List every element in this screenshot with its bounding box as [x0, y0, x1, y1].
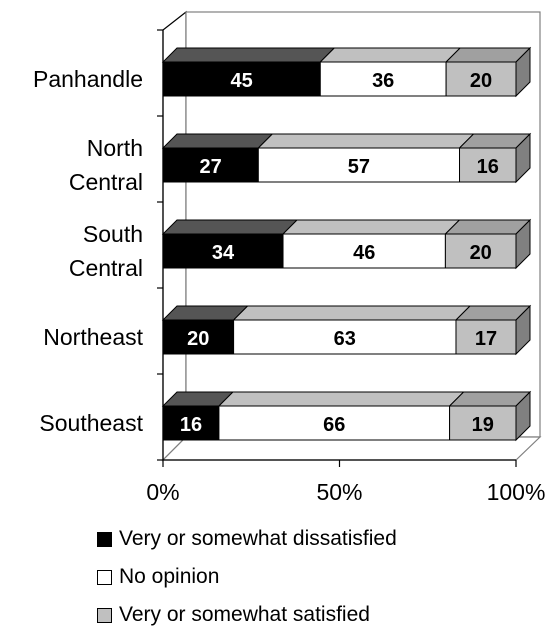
bar-segment [319, 61, 447, 97]
bar-value-label: 20 [187, 328, 209, 350]
bar-side-face [515, 132, 531, 184]
bar-top-face [257, 133, 475, 149]
legend-label-no-opinion: No opinion [119, 565, 220, 588]
bar-side-face [515, 390, 531, 442]
bar-value-label: 66 [323, 414, 345, 436]
bar-top-face [161, 133, 274, 149]
category-label: South [83, 221, 143, 247]
bar-top-face [161, 305, 249, 321]
bar-value-label: 36 [372, 70, 394, 92]
category-label: North [87, 135, 143, 161]
bar-value-label: 16 [477, 156, 499, 178]
bar-top-face [281, 219, 461, 235]
bar-value-label: 16 [180, 414, 202, 436]
legend-item-no-opinion: No opinion [97, 558, 397, 596]
bar-value-label: 27 [200, 156, 222, 178]
legend-label-satisfied: Very or somewhat satisfied [119, 603, 370, 626]
bar-segment [162, 405, 220, 441]
bar-segment [459, 147, 517, 183]
bar-segment [162, 233, 284, 269]
legend-item-satisfied: Very or somewhat satisfied [97, 596, 397, 634]
legend-item-dissatisfied: Very or somewhat dissatisfied [97, 520, 397, 558]
legend-swatch-satisfied [97, 607, 112, 623]
x-tick-label: 0% [146, 479, 179, 505]
bar-value-label: 20 [470, 70, 492, 92]
bar-segment [162, 319, 235, 355]
bar-value-label: 63 [334, 328, 356, 350]
bar-side-face [515, 304, 531, 356]
bar-segment [445, 61, 517, 97]
bar-segment [444, 233, 517, 269]
bar-side-face [515, 46, 531, 98]
bar-side-face [515, 218, 531, 270]
bar-segment [218, 405, 451, 441]
legend: Very or somewhat dissatisfied No opinion… [97, 520, 397, 634]
bar-value-label: 46 [353, 242, 375, 264]
bar-value-label: 20 [470, 242, 492, 264]
bar-segment [162, 61, 321, 97]
category-label: Northeast [43, 324, 143, 350]
bar-segment [282, 233, 446, 269]
bar-value-label: 17 [475, 328, 497, 350]
bar-top-face [232, 305, 472, 321]
stacked-bar-chart: 0% 50% 100% 45 36 20 Panhandle 27 57 16 North Centr… [33, 10, 546, 505]
legend-swatch-no-opinion [97, 569, 112, 585]
category-label: Central [69, 255, 143, 281]
bar-top-face [161, 219, 299, 235]
category-label: Panhandle [33, 66, 143, 92]
legend-label-dissatisfied: Very or somewhat dissatisfied [119, 527, 397, 550]
bar-segment [233, 319, 457, 355]
category-label: Central [69, 169, 143, 195]
bar-value-label: 45 [231, 70, 253, 92]
bar-segment [162, 147, 259, 183]
x-tick-label: 50% [316, 479, 362, 505]
bar-segment [455, 319, 517, 355]
legend-swatch-dissatisfied [97, 531, 112, 547]
bar-top-face [217, 391, 465, 407]
bar-value-label: 57 [348, 156, 370, 178]
bar-top-face [161, 47, 336, 63]
x-tick-label: 100% [487, 479, 546, 505]
bar-value-label: 34 [212, 242, 235, 264]
bar-value-label: 19 [472, 414, 494, 436]
bar-top-face [319, 47, 462, 63]
category-label: Southeast [39, 410, 143, 436]
bar-top-face [444, 219, 532, 235]
